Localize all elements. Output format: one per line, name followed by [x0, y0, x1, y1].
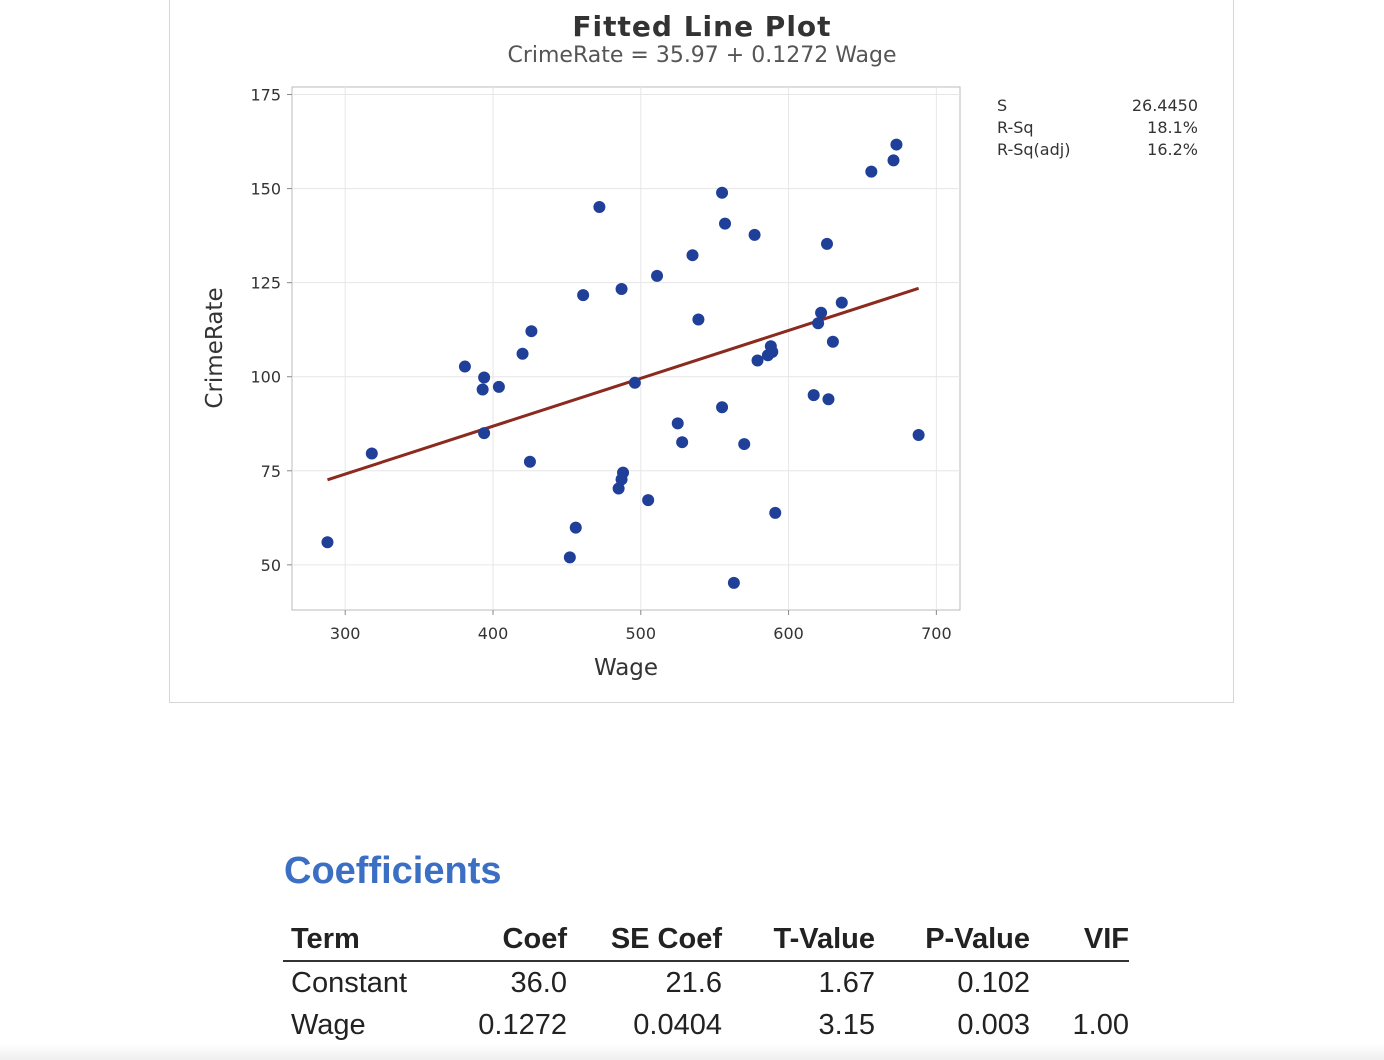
plot-title: Fitted Line Plot — [572, 10, 832, 43]
coefficients-header-row: Term Coef SE Coef T-Value P-Value VIF — [283, 918, 1129, 962]
data-point — [671, 417, 684, 430]
col-header-coef: Coef — [451, 918, 567, 962]
stat-rsqadj-value: 16.2% — [1147, 140, 1198, 159]
data-point — [766, 345, 779, 358]
data-point — [651, 269, 664, 282]
stat-rsqadj-label: R-Sq(adj) — [997, 140, 1071, 159]
data-point — [807, 389, 820, 402]
cell-term: Wage — [291, 1008, 366, 1041]
data-point — [719, 217, 732, 230]
data-point — [365, 447, 378, 460]
data-point — [615, 283, 628, 296]
col-header-vif: VIF — [1030, 918, 1129, 962]
window-bottom-edge — [0, 1044, 1384, 1060]
data-point — [476, 383, 489, 396]
data-point — [569, 521, 582, 534]
y-tick-label: 75 — [261, 462, 281, 481]
data-point — [890, 138, 903, 151]
cell-t-value: 3.15 — [818, 1008, 875, 1041]
cell-vif — [1030, 961, 1129, 1004]
y-tick-label: 175 — [250, 86, 281, 105]
x-axis-label: Wage — [594, 655, 658, 681]
data-point — [820, 237, 833, 250]
data-point — [835, 296, 848, 309]
data-point — [751, 354, 764, 367]
data-point — [478, 427, 491, 440]
data-point — [523, 455, 536, 468]
data-point — [692, 313, 705, 326]
data-point — [525, 325, 538, 338]
plot-area — [291, 86, 961, 611]
y-axis-label: CrimeRate — [202, 287, 228, 408]
cell-coef: 0.1272 — [478, 1008, 567, 1041]
data-point — [769, 506, 782, 519]
data-point — [612, 482, 625, 495]
data-point — [593, 201, 606, 214]
cell-p-value: 0.003 — [957, 1008, 1030, 1041]
cell-t-value: 1.67 — [818, 966, 875, 999]
data-point — [642, 494, 655, 507]
stat-rsq-label: R-Sq — [997, 118, 1034, 137]
data-point — [492, 380, 505, 393]
y-tick-label: 125 — [250, 274, 281, 293]
data-point — [617, 466, 630, 479]
col-header-p-value: P-Value — [875, 918, 1030, 962]
data-point — [748, 228, 761, 241]
stat-s-value: 26.4450 — [1131, 96, 1198, 115]
y-tick-label: 100 — [250, 368, 281, 387]
data-point — [865, 165, 878, 178]
x-tick-label: 300 — [330, 624, 361, 643]
data-point — [716, 186, 729, 199]
cell-vif: 1.00 — [1072, 1008, 1129, 1041]
x-tick-label: 600 — [773, 624, 804, 643]
data-point — [727, 576, 740, 589]
x-tick-label: 500 — [626, 624, 657, 643]
col-header-term: Term — [283, 918, 451, 962]
cell-term: Constant — [291, 966, 408, 999]
data-point — [912, 429, 925, 442]
cell-se-coef: 0.0404 — [633, 1008, 722, 1041]
data-point — [686, 249, 699, 262]
stat-s-label: S — [997, 96, 1008, 115]
fitted-line-plot: 300 400 500 600 700 50 75 100 125 150 175 Wage Cri… — [202, 86, 961, 681]
data-point — [478, 371, 491, 384]
data-point — [676, 436, 689, 449]
data-point — [628, 376, 641, 389]
data-point — [563, 551, 576, 564]
y-tick-label: 150 — [250, 180, 281, 199]
col-header-se-coef: SE Coef — [567, 918, 722, 962]
table-row: Wage 0.1272 0.0404 3.15 0.003 1.00 — [283, 1004, 1129, 1046]
data-point — [887, 154, 900, 167]
x-tick-label: 700 — [921, 624, 952, 643]
cell-coef: 36.0 — [510, 966, 567, 999]
data-point — [716, 401, 729, 414]
data-point — [577, 289, 590, 302]
data-point — [458, 360, 471, 373]
cell-p-value: 0.102 — [957, 966, 1030, 999]
y-tick-label: 50 — [261, 556, 281, 575]
data-point — [321, 536, 334, 549]
data-point — [815, 306, 828, 319]
cell-se-coef: 21.6 — [665, 966, 722, 999]
col-header-t-value: T-Value — [722, 918, 875, 962]
data-point — [826, 335, 839, 348]
data-point — [516, 347, 529, 360]
x-tick-label: 400 — [478, 624, 509, 643]
data-point — [738, 438, 751, 451]
coefficients-heading: Coefficients — [284, 850, 502, 892]
data-point — [822, 393, 835, 406]
coefficients-table: Term Coef SE Coef T-Value P-Value VIF Co… — [283, 918, 1129, 1046]
table-row: Constant 36.0 21.6 1.67 0.102 — [283, 961, 1129, 1004]
stat-rsq-value: 18.1% — [1147, 118, 1198, 137]
data-point — [812, 317, 825, 330]
plot-subtitle: CrimeRate = 35.97 + 0.1272 Wage — [507, 43, 897, 68]
